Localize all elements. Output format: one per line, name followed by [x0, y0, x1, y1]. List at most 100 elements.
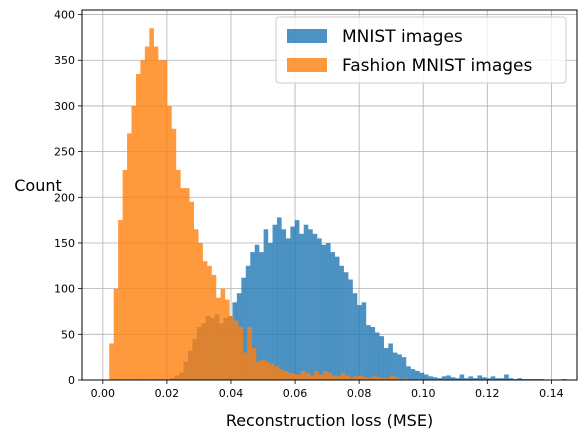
histogram-bar: [287, 372, 292, 380]
histogram-bar: [309, 375, 315, 380]
histogram-bar: [233, 320, 239, 380]
histogram-bar: [207, 265, 212, 380]
histogram-bar: [245, 265, 251, 380]
histogram-bar: [517, 378, 523, 380]
histogram-bar: [167, 105, 172, 380]
histogram-bar: [189, 201, 194, 380]
histogram-bar: [184, 188, 190, 380]
histogram-bar: [388, 343, 393, 380]
histogram-bar: [265, 361, 270, 380]
histogram-bar: [308, 229, 313, 380]
histogram-bar: [389, 375, 395, 380]
histogram-bar: [481, 377, 487, 380]
histogram-bar: [352, 293, 358, 380]
histogram-bar: [180, 188, 186, 380]
legend-swatch-mnist: [287, 29, 327, 43]
histogram-bars: [109, 28, 567, 380]
histogram-bar: [202, 261, 208, 380]
y-axis-label: Count: [14, 176, 62, 195]
histogram-bar: [392, 352, 398, 380]
histogram-bar: [477, 375, 482, 380]
x-tick-label: 0.02: [155, 387, 180, 400]
histogram-bar: [446, 375, 451, 380]
histogram-bar: [499, 378, 505, 380]
histogram-bar: [118, 220, 123, 380]
histogram-bar: [367, 378, 373, 380]
histogram-bar: [415, 370, 420, 380]
histogram-bar: [254, 244, 260, 380]
histogram-bar: [394, 377, 399, 380]
series-fashion-mnist-bars: [109, 28, 422, 380]
histogram-bar: [303, 224, 309, 380]
legend-swatch-fashion-mnist: [287, 58, 327, 72]
histogram-bar: [242, 352, 248, 380]
histogram-bar: [490, 376, 496, 380]
histogram-bar: [294, 220, 300, 380]
histogram-bar: [349, 377, 355, 380]
histogram-bar: [269, 363, 275, 380]
histogram-bar: [220, 288, 226, 380]
legend: MNIST images Fashion MNIST images: [275, 16, 567, 84]
histogram-bar: [247, 327, 252, 380]
histogram-bar: [250, 252, 255, 380]
histogram-bar: [508, 378, 514, 380]
histogram-bar: [437, 378, 442, 380]
histogram-bar: [348, 279, 353, 380]
x-tick-label: 0.06: [283, 387, 308, 400]
y-tick-label: 50: [61, 328, 75, 341]
y-tick-label: 0: [68, 374, 75, 387]
histogram-bar: [486, 378, 491, 380]
histogram-bar: [171, 128, 177, 380]
plot-frame: [81, 9, 578, 381]
histogram-bar: [314, 370, 319, 380]
histogram-bar: [468, 376, 474, 380]
histogram-bar: [274, 366, 279, 380]
histogram-bar: [374, 332, 380, 380]
histogram-bar: [345, 375, 350, 380]
histogram-bar: [300, 370, 306, 380]
histogram-bar: [358, 375, 364, 380]
histogram-bar: [327, 372, 333, 380]
histogram-bar: [330, 252, 336, 380]
axis-ticks: 0.00 0.02 0.04 0.06 0.08 0.10 0.12 0.14 0 50 100 15…: [54, 9, 564, 400]
y-tick-label: 400: [54, 9, 75, 22]
histogram-bar: [366, 325, 371, 380]
histogram-bar: [379, 336, 385, 380]
histogram-bar: [281, 229, 287, 380]
histogram-bar: [450, 377, 456, 380]
histogram-bar: [336, 376, 341, 380]
x-tick-label: 0.08: [347, 387, 372, 400]
histogram-bar: [162, 60, 168, 380]
legend-label-mnist: MNIST images: [342, 27, 463, 47]
histogram-bar: [331, 375, 337, 380]
histogram-bar: [322, 370, 328, 380]
y-tick-label: 150: [54, 237, 75, 250]
histogram-bar: [455, 378, 460, 380]
histogram-bar: [198, 242, 203, 380]
y-tick-label: 350: [54, 54, 75, 67]
histogram-bar: [354, 376, 359, 380]
x-tick-label: 0.04: [219, 387, 244, 400]
histogram-bar: [149, 28, 154, 380]
x-axis-label: Reconstruction loss (MSE): [226, 411, 433, 430]
y-tick-label: 250: [54, 146, 75, 159]
legend-label-fashion-mnist: Fashion MNIST images: [342, 56, 532, 76]
y-tick-label: 100: [54, 283, 75, 296]
histogram-bar: [144, 46, 150, 380]
histogram-bar: [140, 60, 146, 380]
histogram-bar: [385, 378, 390, 380]
histogram-bar: [312, 233, 318, 380]
histogram-bar: [272, 224, 278, 380]
x-tick-label: 0.12: [475, 387, 500, 400]
histogram-bar: [229, 316, 235, 380]
x-tick-label: 0.14: [539, 387, 564, 400]
histogram-bar: [291, 373, 297, 380]
histogram-bar: [410, 369, 416, 380]
histogram-bar: [127, 133, 132, 380]
histogram-bar: [403, 378, 408, 380]
histogram-bar: [290, 226, 295, 380]
histogram-bar: [334, 256, 340, 380]
histogram-bar: [423, 374, 429, 380]
histogram-bar: [317, 238, 322, 380]
histogram-bar: [472, 378, 478, 380]
